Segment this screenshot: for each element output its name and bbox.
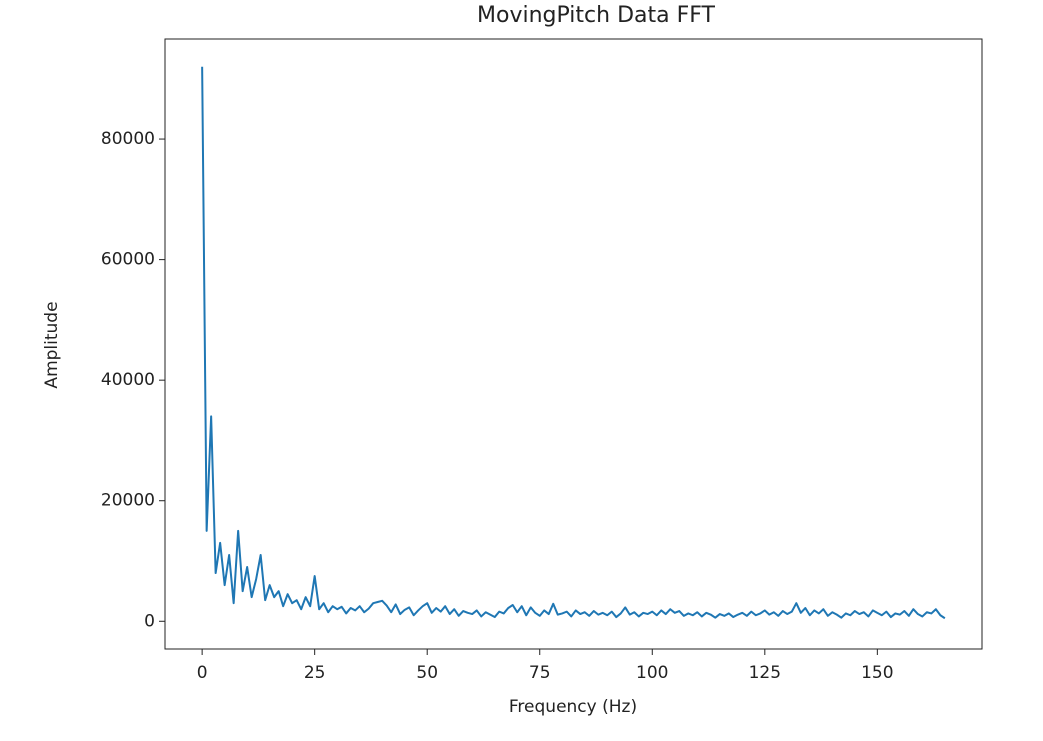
x-tick-label: 125 — [749, 663, 781, 683]
x-axis-label: Frequency (Hz) — [509, 697, 637, 717]
data-line — [201, 66, 946, 620]
x-tick-label: 75 — [529, 663, 551, 683]
y-tick-label: 40000 — [101, 370, 155, 390]
x-tick-label: 25 — [304, 663, 326, 683]
y-tick-label: 20000 — [101, 491, 155, 511]
x-tick-label: 50 — [416, 663, 438, 683]
plot-frame — [164, 38, 983, 650]
y-tick-label: 0 — [144, 611, 155, 631]
chart-title: MovingPitch Data FFT — [477, 3, 715, 28]
x-tick-label: 150 — [861, 663, 893, 683]
y-axis-label: Amplitude — [42, 301, 62, 388]
y-tick-label: 60000 — [101, 250, 155, 270]
x-tick-label: 0 — [197, 663, 208, 683]
y-tick-label: 80000 — [101, 129, 155, 149]
x-tick-label: 100 — [636, 663, 668, 683]
